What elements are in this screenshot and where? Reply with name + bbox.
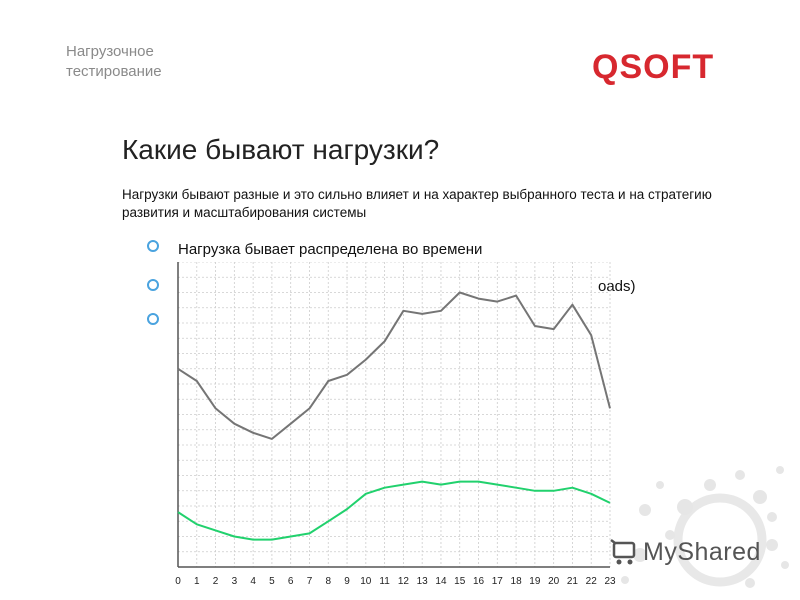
load-chart: 0 1 2 3 4 5 6 7 8 9 10 11 12 13 14 15 16 17 18 19 20 21 22 23	[175, 262, 616, 587]
x-tick-label: 1	[194, 576, 200, 587]
page-title: Какие бывают нагрузки?	[122, 134, 440, 165]
watermark: MyShared	[610, 537, 761, 567]
x-tick-label: 8	[325, 576, 331, 587]
bullet-icon	[147, 313, 159, 325]
x-tick-label: 4	[250, 576, 256, 587]
x-tick-label: 19	[529, 576, 541, 587]
series-line-1	[177, 480, 611, 541]
x-tick-label: 9	[344, 576, 350, 587]
watermark-text: MyShared	[643, 537, 761, 566]
cart-icon	[610, 539, 636, 565]
bullet-icon	[147, 279, 159, 291]
x-tick-label: 20	[548, 576, 560, 587]
x-tick-label: 22	[586, 576, 598, 587]
x-tick-label: 2	[213, 576, 219, 587]
x-tick-label: 18	[511, 576, 523, 587]
intro-text: Нагрузки бывают разные и это сильно влия…	[122, 187, 712, 220]
x-tick-label: 6	[288, 576, 294, 587]
x-tick-label: 15	[454, 576, 466, 587]
x-tick-label: 13	[417, 576, 429, 587]
bullet-icon	[147, 240, 159, 252]
section-label: Нагрузочное тестирование	[66, 43, 162, 80]
x-tick-label: 10	[360, 576, 372, 587]
x-tick-label: 7	[307, 576, 313, 587]
x-tick-label: 12	[398, 576, 410, 587]
bullet-text: oads)	[598, 278, 636, 295]
x-tick-label: 0	[175, 576, 181, 587]
bullet-text: Нагрузка бывает распределена во времени	[178, 241, 483, 258]
decorative-circles	[621, 466, 789, 588]
x-tick-label: 23	[604, 576, 616, 587]
x-tick-label: 11	[379, 576, 390, 587]
x-tick-label: 17	[492, 576, 504, 587]
x-tick-label: 16	[473, 576, 485, 587]
x-tick-label: 5	[269, 576, 275, 587]
x-tick-label: 14	[435, 576, 447, 587]
x-tick-label: 3	[232, 576, 238, 587]
qsoft-logo: QSOFT	[592, 48, 715, 86]
series-line-0	[177, 291, 611, 440]
x-tick-label: 21	[567, 576, 579, 587]
